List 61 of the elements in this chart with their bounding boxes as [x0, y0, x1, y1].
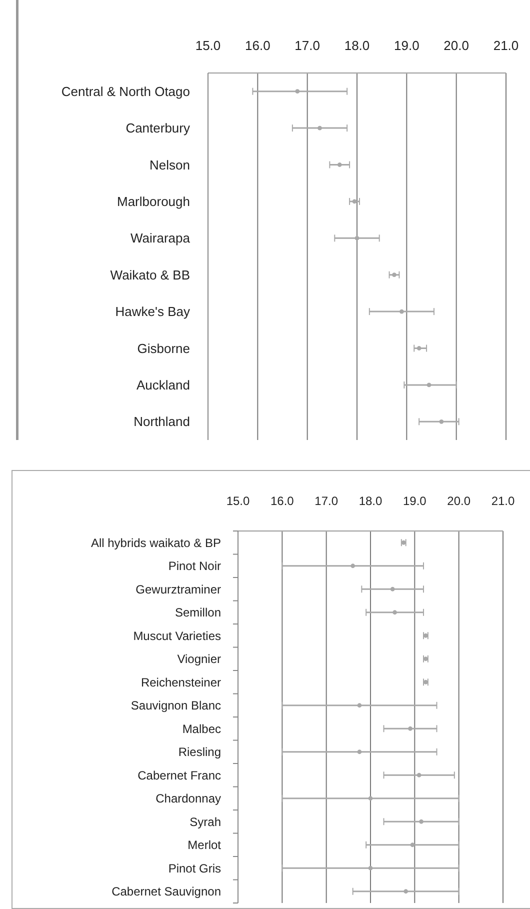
point [392, 610, 397, 615]
y-tick-label: Syrah [190, 814, 221, 829]
point [318, 126, 322, 130]
y-tick-label: Gewurztraminer [136, 582, 221, 596]
x-tick-label: 17.0 [294, 38, 320, 53]
point [390, 586, 395, 592]
point [350, 564, 356, 568]
y-tick-label: Central & North Otago [61, 84, 190, 99]
y-tick-label: Northland [134, 414, 190, 430]
point [357, 750, 362, 754]
y-tick-label: Canterbury [126, 120, 190, 136]
y-tick-label: Muscut Varieties [133, 628, 221, 643]
y-tick-label: All hybrids waikato & BP [90, 536, 221, 550]
y-tick-label: Hawke's Bay [115, 304, 190, 320]
y-tick-label: Chardonnay [156, 792, 221, 806]
x-tick-label: 18.0 [358, 494, 382, 508]
x-tick-label: 15.0 [226, 494, 250, 508]
y-tick-label: Cabernet Franc [138, 768, 221, 782]
y-tick-label: Pinot Gris [168, 861, 221, 876]
y-tick-label: Cabernet Sauvignon [112, 884, 221, 899]
x-tick-label: 20.0 [444, 38, 469, 53]
y-tick-label: Wairarapa [130, 230, 191, 246]
point [426, 382, 432, 388]
y-tick-label: Reichensteiner [140, 675, 221, 690]
y-tick-label: Pinot Noir [168, 559, 222, 574]
x-tick-label: 17.0 [314, 494, 338, 508]
point [357, 703, 362, 708]
point [419, 819, 424, 824]
y-tick-label: Riesling [178, 745, 221, 760]
y-tick-label: Waikato & BB [110, 267, 190, 282]
point [295, 89, 300, 94]
y-tick-label: Viognier [177, 652, 221, 666]
y-tick-label: Malbec [182, 722, 221, 736]
y-tick-label: Marlborough [117, 194, 190, 209]
point [416, 772, 422, 778]
x-tick-label: 15.0 [195, 38, 221, 53]
x-tick-label: 16.0 [270, 494, 294, 508]
y-tick-label: Sauvignon Blanc [130, 698, 221, 713]
x-tick-label: 16.0 [245, 38, 270, 53]
y-tick-label: Auckland [136, 378, 190, 392]
point [354, 236, 360, 240]
y-tick-label: Semillon [174, 606, 221, 620]
point [439, 419, 444, 424]
point [400, 309, 404, 314]
y-tick-label: Gisborne [137, 340, 190, 356]
point [408, 726, 412, 731]
point [368, 866, 373, 870]
x-tick-label: 20.0 [447, 494, 471, 508]
x-tick-label: 19.0 [394, 38, 420, 53]
x-tick-label: 18.0 [344, 38, 370, 53]
y-tick-label: Merlot [188, 838, 222, 852]
point [416, 346, 422, 350]
x-tick-label: 21.0 [493, 38, 519, 53]
x-tick-label: 19.0 [402, 494, 427, 508]
point [404, 889, 408, 894]
y-tick-label: Nelson [150, 157, 190, 172]
point [368, 796, 373, 801]
point [337, 162, 342, 167]
point [352, 199, 357, 204]
x-tick-label: 21.0 [491, 494, 515, 508]
point [392, 272, 396, 278]
